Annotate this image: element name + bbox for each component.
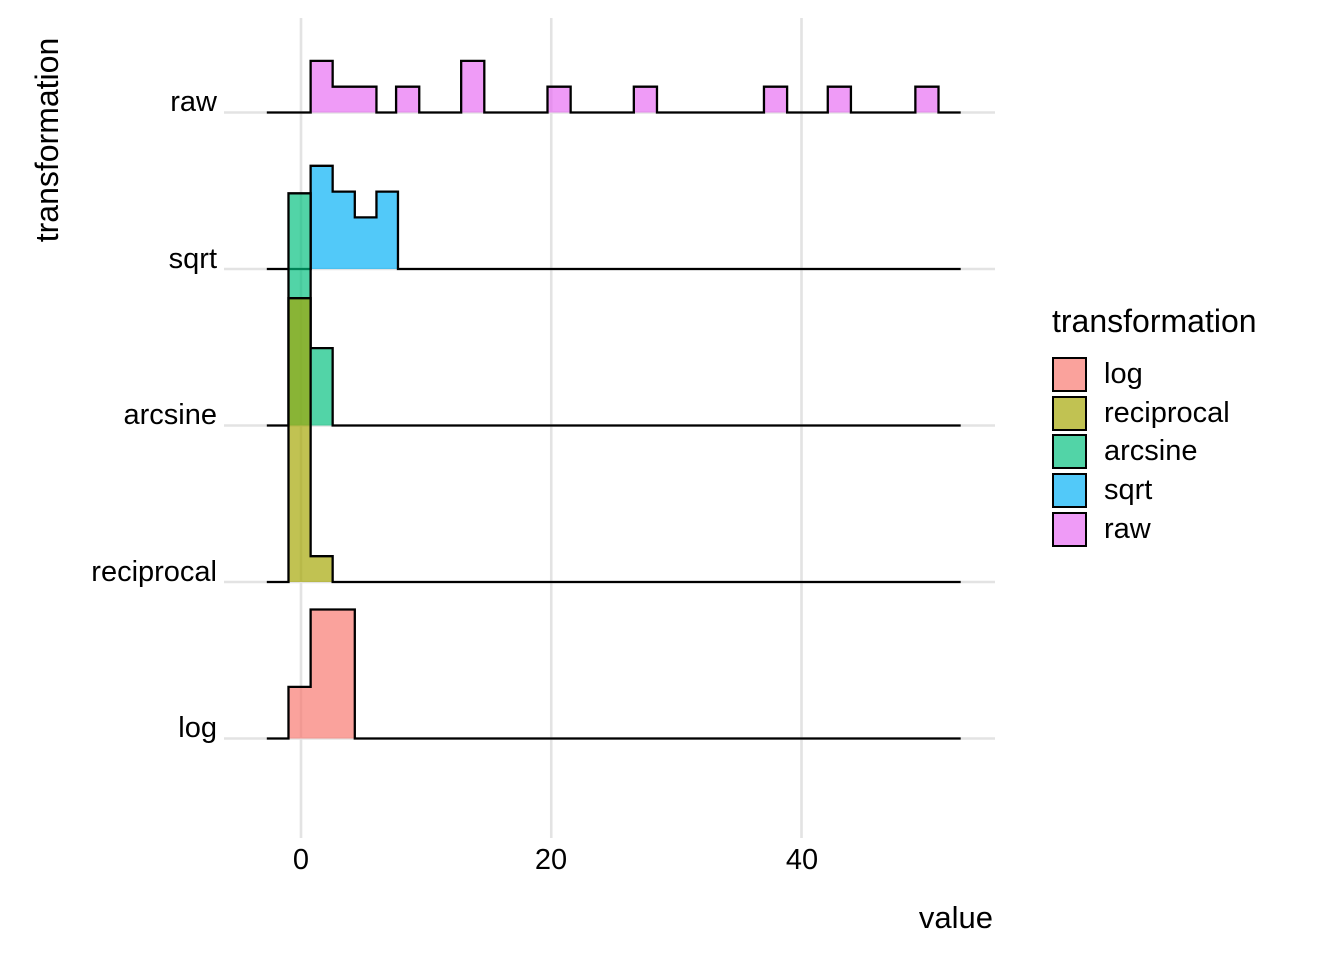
legend-label-log: log — [1104, 358, 1143, 390]
legend-item-sqrt: sqrt — [1052, 473, 1230, 509]
ridge-sqrt — [266, 164, 961, 271]
x-tick-label-40: 40 — [785, 844, 819, 876]
legend-swatch-raw — [1052, 511, 1087, 547]
legend-items: log reciprocal arcsine sqrt raw — [1052, 357, 1230, 547]
ridge-raw — [266, 59, 961, 114]
legend-label-sqrt: sqrt — [1104, 474, 1153, 507]
legend-swatch-arcsine — [1052, 434, 1087, 470]
ridge-reciprocal — [266, 297, 961, 584]
legend-title: transformation — [1052, 303, 1257, 339]
legend-swatch-log — [1052, 357, 1087, 392]
legend-item-reciprocal: reciprocal — [1052, 395, 1230, 431]
legend-item-log: log — [1052, 357, 1230, 392]
x-tick-label-20: 20 — [534, 844, 568, 876]
y-category-label-raw: raw — [170, 86, 217, 118]
legend-item-raw: raw — [1052, 511, 1230, 547]
legend-swatch-reciprocal — [1052, 395, 1087, 431]
legend-label-raw: raw — [1104, 512, 1151, 545]
y-axis-title: transformation — [29, 37, 65, 243]
legend-label-arcsine: arcsine — [1104, 435, 1198, 468]
y-category-label-arcsine: arcsine — [123, 399, 218, 431]
y-category-label-reciprocal: reciprocal — [91, 555, 217, 588]
y-category-label-sqrt: sqrt — [168, 242, 217, 275]
y-category-label-log: log — [178, 712, 217, 744]
ridge-log — [266, 608, 961, 740]
legend-item-arcsine: arcsine — [1052, 434, 1230, 470]
legend-swatch-sqrt — [1052, 473, 1087, 509]
legend-label-reciprocal: reciprocal — [1104, 396, 1230, 429]
x-tick-label-0: 0 — [292, 844, 310, 876]
x-axis-title: value — [918, 900, 993, 935]
